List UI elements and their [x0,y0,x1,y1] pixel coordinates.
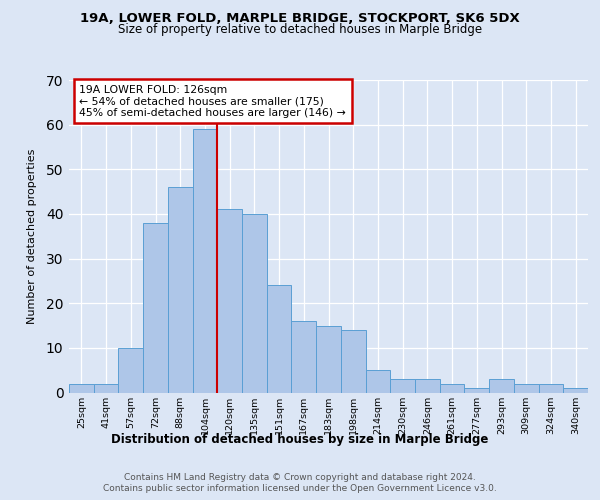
Bar [563,388,588,392]
Bar [267,286,292,393]
Bar [143,223,168,392]
Bar [341,330,365,392]
Bar [415,379,440,392]
Text: Contains public sector information licensed under the Open Government Licence v3: Contains public sector information licen… [103,484,497,493]
Y-axis label: Number of detached properties: Number of detached properties [28,148,37,324]
Bar [464,388,489,392]
Bar [292,321,316,392]
Bar [316,326,341,392]
Text: Size of property relative to detached houses in Marple Bridge: Size of property relative to detached ho… [118,22,482,36]
Bar [217,210,242,392]
Text: 19A, LOWER FOLD, MARPLE BRIDGE, STOCKPORT, SK6 5DX: 19A, LOWER FOLD, MARPLE BRIDGE, STOCKPOR… [80,12,520,26]
Text: Distribution of detached houses by size in Marple Bridge: Distribution of detached houses by size … [112,432,488,446]
Bar [365,370,390,392]
Bar [489,379,514,392]
Bar [168,187,193,392]
Bar [390,379,415,392]
Bar [440,384,464,392]
Bar [94,384,118,392]
Bar [514,384,539,392]
Bar [118,348,143,393]
Bar [69,384,94,392]
Bar [242,214,267,392]
Bar [539,384,563,392]
Bar [193,129,217,392]
Text: Contains HM Land Registry data © Crown copyright and database right 2024.: Contains HM Land Registry data © Crown c… [124,472,476,482]
Text: 19A LOWER FOLD: 126sqm
← 54% of detached houses are smaller (175)
45% of semi-de: 19A LOWER FOLD: 126sqm ← 54% of detached… [79,84,346,118]
